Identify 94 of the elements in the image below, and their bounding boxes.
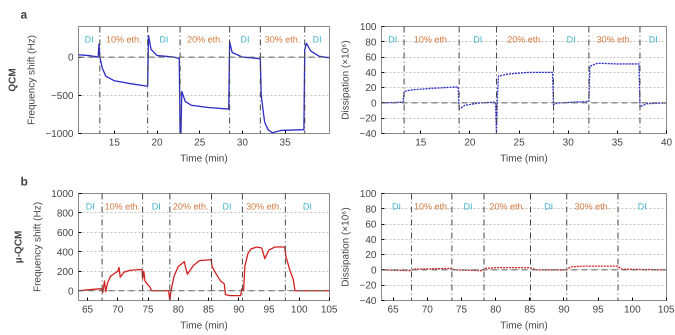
annotation: 20% eth. — [507, 34, 543, 44]
x-tick-label: 90 — [233, 304, 245, 316]
annotation: DI — [84, 34, 94, 44]
y-tick-label: −500 — [50, 90, 74, 102]
x-tick-label: 15 — [108, 138, 120, 148]
annotation: 10% eth. — [414, 201, 450, 212]
annotation: 20% eth. — [187, 34, 223, 44]
x-tick-label: 95 — [592, 304, 604, 316]
y-tick-label: 100 — [360, 22, 377, 33]
annotation: DI — [648, 34, 658, 44]
annotation: DI — [312, 34, 322, 44]
x-tick-label: 80 — [490, 304, 502, 316]
annotation: 30% eth. — [246, 201, 282, 212]
annotation: 20% eth. — [172, 201, 208, 212]
x-tick-label: 35 — [612, 138, 624, 148]
x-axis-title: Time (min) — [500, 154, 548, 164]
annotation: 20% eth. — [489, 201, 526, 212]
x-axis-title: Time (min) — [180, 154, 228, 164]
y-tick-label: 60 — [365, 52, 377, 64]
y-tick-label: 400 — [56, 247, 74, 258]
y-axis-title: Dissipation (×10⁶) — [340, 207, 352, 287]
annotation: 30% eth. — [596, 34, 632, 44]
y-tick-label: 40 — [365, 234, 377, 246]
x-tick-label: 20 — [464, 138, 476, 148]
annotation: 30% eth. — [264, 34, 300, 44]
x-tick-label: 95 — [263, 304, 276, 316]
y-tick-label: 800 — [56, 208, 74, 220]
annotation: DI — [638, 201, 647, 212]
x-tick-label: 100 — [624, 304, 642, 316]
annotation: DI — [152, 201, 161, 212]
text: μ-QCM — [14, 230, 24, 264]
annotation: 30% eth. — [574, 201, 610, 212]
x-tick-label: 80 — [172, 304, 184, 316]
y-tick-label: 20 — [365, 250, 377, 262]
x-tick-label: 25 — [194, 138, 206, 148]
chart-title: a — [20, 8, 28, 22]
x-tick-label: 35 — [280, 138, 292, 148]
text: QCM — [8, 68, 18, 92]
y-tick-label: 80 — [365, 204, 377, 216]
y-tick-label: 0 — [370, 98, 377, 110]
y-axis-title: Frequency shift (Hz) — [26, 34, 38, 126]
y-tick-label: −20 — [360, 114, 377, 125]
x-tick-label: 85 — [202, 304, 215, 316]
x-tick-label: 75 — [456, 304, 468, 316]
y-tick-label: −20 — [360, 280, 377, 292]
annotation: 10% eth. — [106, 34, 142, 44]
y-tick-label: 1000 — [51, 189, 74, 200]
y-tick-label: −40 — [360, 296, 377, 307]
y-tick-label: 40 — [365, 68, 377, 79]
x-tick-label: 85 — [524, 304, 536, 316]
x-tick-label: 70 — [422, 304, 434, 316]
x-tick-label: 25 — [514, 138, 526, 148]
y-tick-label: 600 — [56, 228, 74, 239]
x-tick-label: 100 — [290, 304, 308, 316]
x-tick-label: 30 — [562, 138, 574, 148]
x-tick-label: 90 — [558, 304, 570, 316]
annotation: 10% eth. — [414, 34, 450, 44]
x-tick-label: 105 — [658, 304, 675, 316]
annotation: DI — [302, 201, 312, 212]
annotation: DI — [392, 201, 402, 212]
y-tick-label: 0 — [370, 265, 377, 276]
annotation: DI — [544, 201, 554, 212]
y-tick-label: 100 — [360, 189, 377, 200]
annotation: 10% eth. — [104, 201, 140, 212]
x-tick-label: 65 — [388, 304, 400, 316]
chart-title: b — [20, 174, 28, 188]
annotation: DI — [86, 201, 95, 212]
y-tick-label: −1000 — [45, 129, 74, 140]
annotation: DI — [388, 34, 398, 44]
annotation: DI — [159, 34, 168, 44]
y-tick-label: 0 — [68, 286, 74, 298]
x-tick-label: 75 — [142, 304, 154, 316]
y-axis-title: Dissipation (×10⁶) — [340, 40, 352, 120]
annotation: DI — [566, 34, 576, 44]
x-tick-label: 105 — [320, 304, 338, 316]
y-tick-label: 200 — [56, 266, 74, 278]
x-tick-label: 30 — [236, 138, 248, 148]
x-tick-label: 15 — [415, 138, 427, 148]
y-tick-label: 60 — [365, 220, 377, 231]
x-axis-title: Time (min) — [180, 320, 228, 332]
x-axis-title: Time (min) — [500, 320, 548, 332]
x-tick-label: 40 — [660, 138, 672, 148]
y-tick-label: 20 — [365, 83, 377, 94]
annotation: DI — [222, 201, 232, 212]
x-tick-label: 20 — [151, 138, 164, 148]
y-axis-title: Frequency shift (Hz) — [32, 202, 44, 292]
y-tick-label: 0 — [68, 52, 74, 64]
annotation: DI — [240, 34, 250, 44]
x-tick-label: 70 — [112, 304, 124, 316]
x-tick-label: 65 — [82, 304, 94, 316]
annotation: DI — [473, 34, 482, 44]
y-tick-label: −40 — [360, 129, 377, 140]
annotation: DI — [463, 201, 472, 212]
y-tick-label: 80 — [365, 37, 377, 48]
